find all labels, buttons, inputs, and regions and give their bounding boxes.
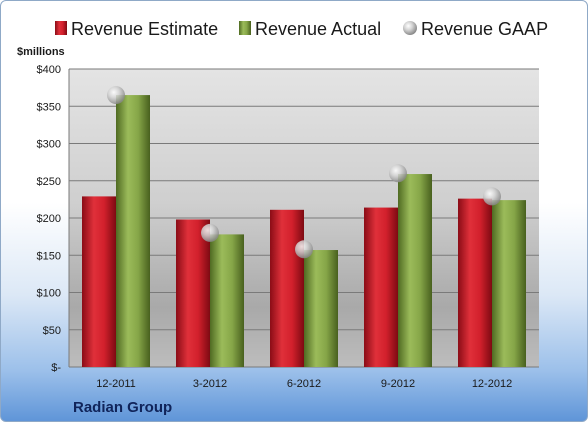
y-tick-label: $-: [51, 362, 61, 374]
legend-swatch-gaap: [403, 21, 417, 35]
legend-label-estimate: Revenue Estimate: [71, 19, 218, 39]
bar-estimate: [270, 209, 304, 367]
company-label: Radian Group: [73, 399, 172, 416]
gaap-marker: [483, 187, 501, 206]
gaap-marker: [201, 223, 219, 242]
unit-label: $millions: [17, 46, 65, 58]
bar-actual: [492, 200, 526, 367]
x-tick-label: 12-2011: [96, 378, 136, 390]
bar-estimate: [458, 198, 492, 367]
x-axis: 12-2011 3-2012 6-2012 9-2012 12-2012: [96, 378, 512, 390]
legend-swatch-actual: [239, 21, 251, 35]
bar-actual: [398, 174, 432, 367]
bar-estimate: [364, 207, 398, 367]
bars: [82, 95, 526, 367]
bar-estimate: [82, 196, 116, 367]
y-tick-label: $200: [37, 213, 61, 225]
legend-swatch-estimate: [55, 21, 67, 35]
x-tick-label: 12-2012: [472, 378, 512, 390]
x-tick-label: 6-2012: [287, 378, 321, 390]
legend-label-gaap: Revenue GAAP: [421, 19, 548, 39]
y-tick-label: $400: [37, 64, 61, 76]
bar-estimate: [176, 219, 210, 367]
y-axis: $- $50 $100 $150 $200 $250 $300 $350 $400: [37, 64, 70, 374]
x-tick-label: 9-2012: [381, 378, 415, 390]
bar-actual: [304, 250, 338, 367]
gaap-marker: [389, 164, 407, 183]
y-tick-label: $50: [43, 325, 61, 337]
y-tick-label: $350: [37, 101, 61, 113]
gaap-markers: [107, 86, 501, 259]
legend-label-actual: Revenue Actual: [255, 19, 381, 39]
y-tick-label: $250: [37, 176, 61, 188]
y-tick-label: $150: [37, 250, 61, 262]
y-tick-label: $100: [37, 288, 61, 300]
x-tick-label: 3-2012: [193, 378, 227, 390]
gaap-marker: [295, 240, 313, 259]
y-tick-label: $300: [37, 139, 61, 151]
gaap-marker: [107, 86, 125, 105]
legend: Revenue Estimate Revenue Actual Revenue …: [55, 19, 548, 39]
bar-actual: [210, 234, 244, 367]
bar-actual: [116, 95, 150, 367]
